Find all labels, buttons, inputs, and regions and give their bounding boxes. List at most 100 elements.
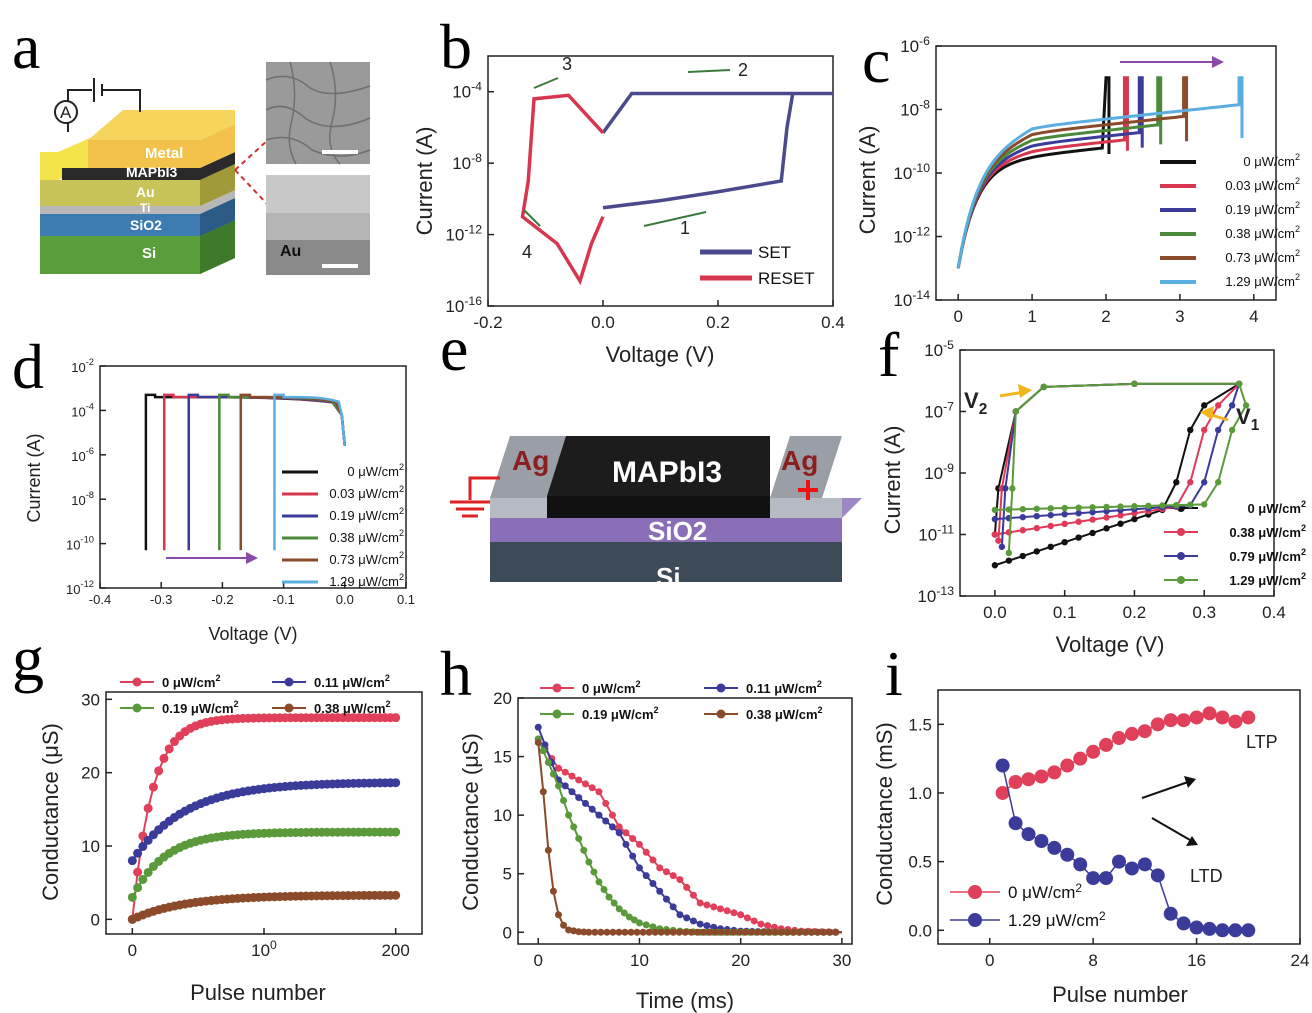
data-point	[595, 878, 603, 886]
data-point	[1117, 503, 1124, 510]
data-point	[1033, 524, 1040, 532]
data-point	[635, 840, 643, 848]
device-schematic-e: MAPbI3 SiO2 Si Ag Ag	[450, 436, 862, 592]
data-point	[541, 741, 549, 749]
data-point	[730, 909, 738, 917]
x-axis-label: Time (ms)	[636, 988, 734, 1013]
data-point	[696, 920, 704, 928]
x-axis-label: Pulse number	[1052, 982, 1188, 1007]
data-point	[588, 805, 596, 813]
x-tick-label: 0.1	[397, 592, 415, 607]
panel-letter-a: a	[12, 11, 40, 82]
data-point	[669, 928, 677, 936]
annotation-number: 4	[522, 242, 532, 262]
data-point	[703, 922, 711, 930]
x-tick-label: -0.4	[89, 592, 111, 607]
y-tick-label: 10-11	[918, 523, 954, 545]
data-point	[675, 928, 683, 936]
data-point	[711, 928, 719, 936]
data-point	[635, 919, 643, 927]
legend-label: 0 μW/cm2	[347, 462, 404, 479]
data-point	[1117, 512, 1124, 519]
data-point	[826, 928, 834, 936]
y-tick-label: 10	[81, 837, 100, 856]
data-point	[1019, 552, 1026, 560]
legend-marker	[1177, 552, 1185, 560]
right-ag-electrode	[770, 436, 842, 498]
data-point	[1124, 861, 1139, 876]
label-au: Au	[136, 184, 155, 200]
legend-marker	[552, 683, 562, 693]
data-point	[645, 928, 653, 936]
data-point	[1242, 402, 1250, 409]
y-tick-label: 10-10	[66, 535, 94, 553]
legend-marker	[968, 913, 982, 927]
data-point	[1073, 751, 1088, 766]
x-tick-label: 30	[832, 951, 851, 970]
series-line-set	[601, 91, 833, 210]
data-point	[1047, 522, 1054, 530]
series-line	[956, 76, 1129, 269]
y-tick-label: 10-16	[445, 294, 482, 316]
layer-mapbi3	[62, 152, 235, 180]
data-point	[766, 928, 774, 936]
y-axis-label: Conductance (μS)	[38, 723, 63, 901]
data-point	[705, 928, 713, 936]
data-point	[651, 928, 659, 936]
data-point	[127, 856, 137, 866]
panel-letter-f: f	[878, 319, 900, 390]
data-point	[696, 899, 704, 907]
data-point	[656, 864, 664, 872]
data-point	[1241, 923, 1256, 938]
data-point	[1061, 520, 1068, 528]
y-tick-label: 10-8	[900, 98, 930, 120]
x-tick-label: 1	[1027, 307, 1036, 326]
layer-ti	[40, 190, 235, 214]
data-point	[615, 905, 623, 913]
data-point	[1173, 479, 1180, 486]
series-line	[956, 76, 1111, 269]
annotation-arrow	[643, 211, 707, 227]
data-point	[772, 928, 780, 936]
data-point	[639, 928, 647, 936]
legend-marker	[132, 703, 142, 713]
data-point	[729, 928, 737, 936]
data-point	[1214, 479, 1222, 486]
data-point	[1021, 827, 1036, 842]
data-point	[1187, 426, 1194, 434]
data-point	[723, 907, 731, 915]
series-line	[956, 76, 1163, 269]
legend-label: 0.38 μW/cm2	[329, 528, 404, 545]
data-point	[629, 835, 637, 843]
x-tick-label: 3	[1175, 307, 1184, 326]
legend-label: 0.11 μW/cm2	[314, 673, 390, 690]
data-point	[1089, 529, 1096, 537]
plot-frame	[99, 365, 407, 589]
data-point	[1047, 765, 1062, 780]
data-point	[642, 872, 650, 880]
data-point	[620, 909, 628, 917]
mapbi3-block	[547, 436, 770, 496]
y-tick-label: 10	[493, 806, 512, 825]
data-point	[1034, 834, 1049, 849]
legend-label: 0.19 μW/cm2	[162, 699, 239, 716]
data-point	[588, 784, 596, 792]
data-point	[1005, 557, 1013, 564]
x-tick-label: 0.2	[706, 313, 730, 332]
data-point	[585, 928, 593, 936]
data-point	[1047, 840, 1062, 855]
data-point	[1173, 501, 1180, 509]
y-tick-label: 10-4	[452, 80, 482, 102]
data-point	[580, 928, 588, 936]
data-point	[1033, 548, 1040, 555]
legend-marker	[132, 677, 142, 687]
y-tick-label: 15	[493, 748, 512, 767]
arrowhead	[1212, 56, 1224, 68]
panel-letter-c: c	[862, 25, 890, 96]
annotation-number: 2	[738, 60, 748, 80]
data-point	[1202, 921, 1217, 936]
data-point	[716, 905, 724, 913]
label-metal: Metal	[145, 145, 183, 162]
data-point	[832, 928, 840, 936]
legend-marker	[284, 703, 294, 713]
